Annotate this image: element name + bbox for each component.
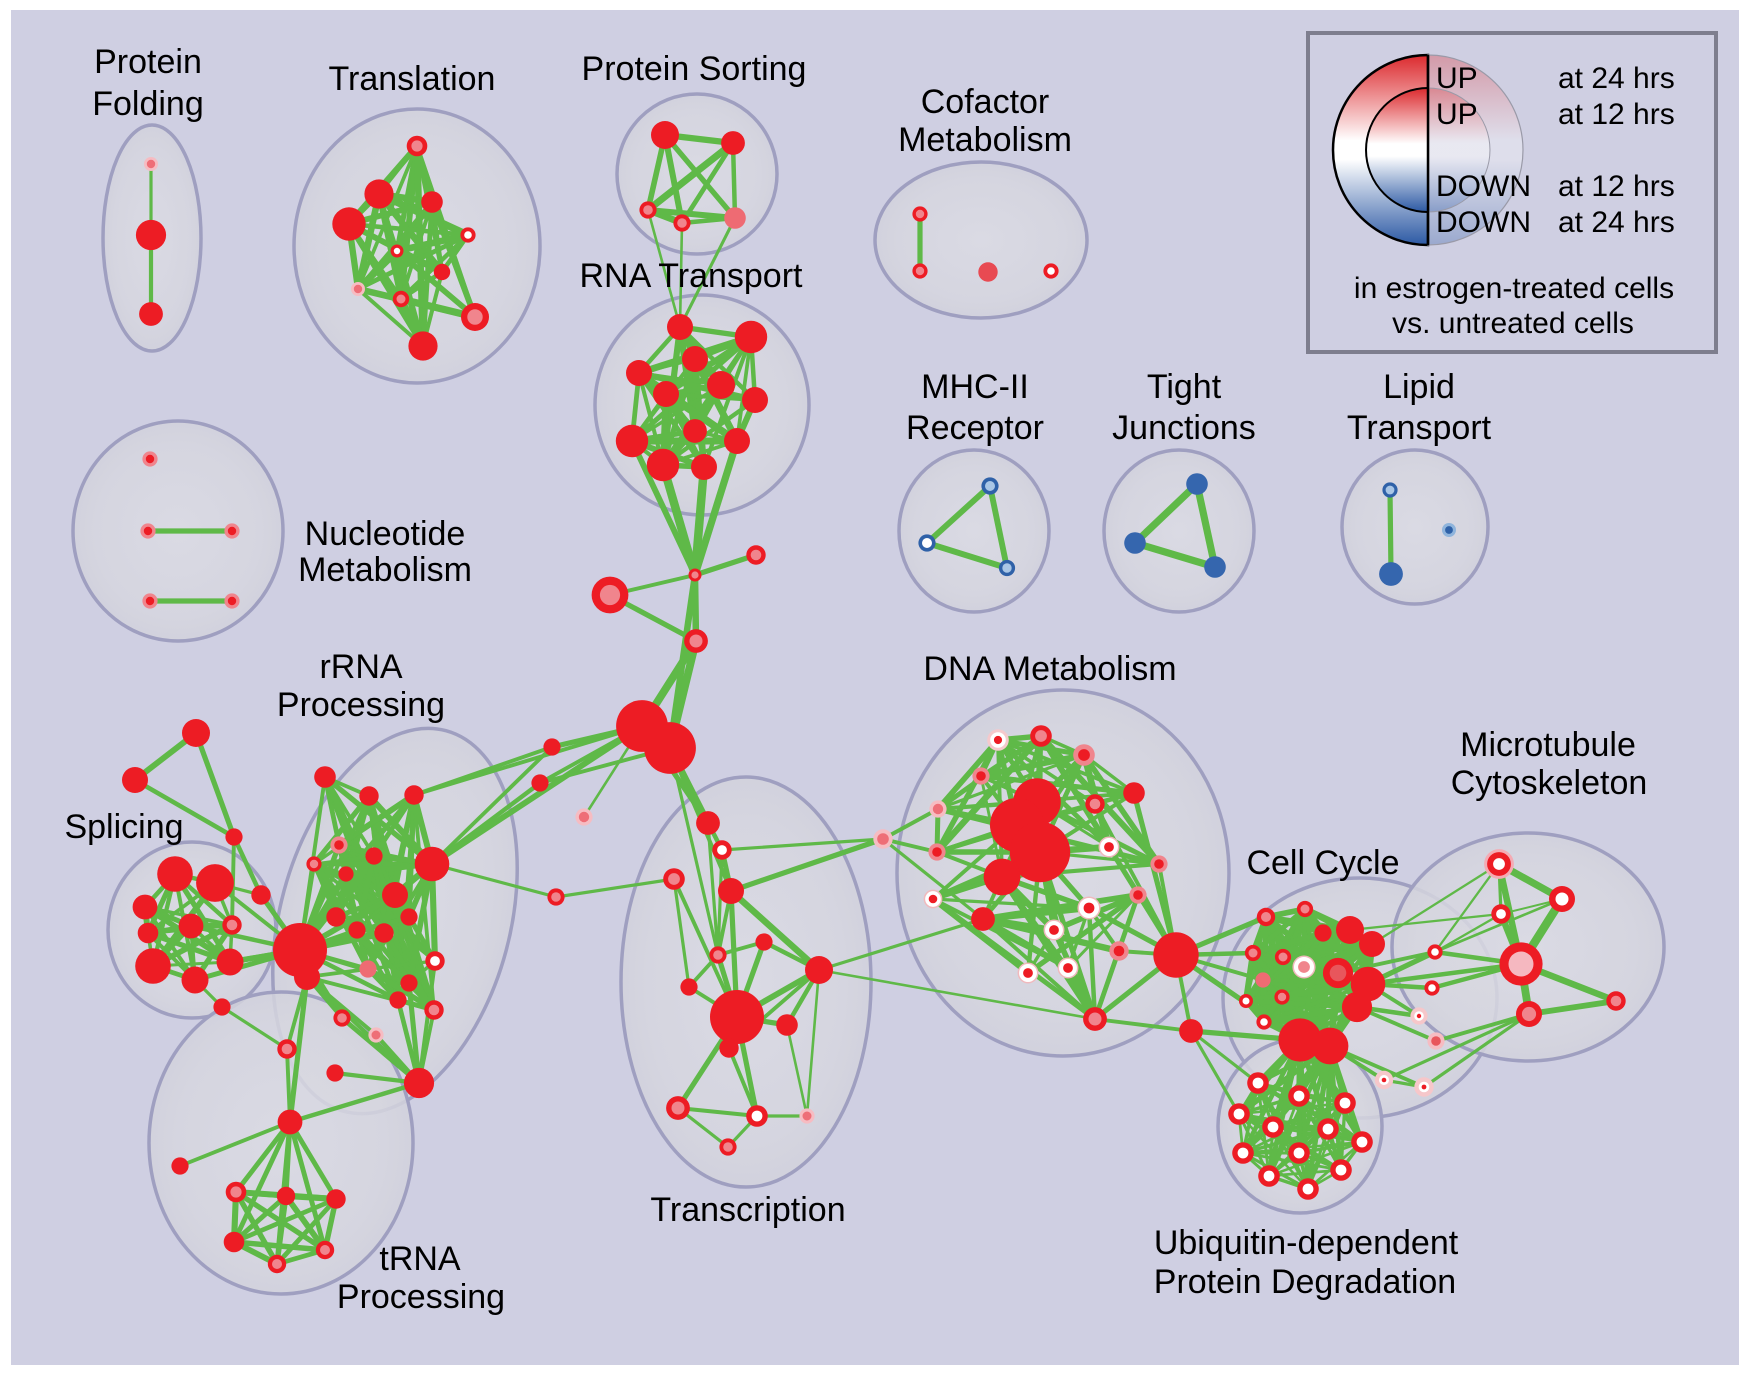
svg-text:Receptor: Receptor [906,409,1044,447]
svg-text:Lipid: Lipid [1383,368,1455,406]
svg-text:at 12 hrs: at 12 hrs [1558,170,1675,203]
svg-text:at 24 hrs: at 24 hrs [1558,206,1675,239]
svg-text:at 24 hrs: at 24 hrs [1558,62,1675,95]
svg-text:Folding: Folding [92,85,204,123]
svg-text:Ubiquitin-dependent: Ubiquitin-dependent [1154,1224,1459,1262]
svg-text:Microtubule: Microtubule [1460,726,1636,764]
svg-text:in estrogen-treated cells: in estrogen-treated cells [1354,272,1674,305]
svg-text:at 12 hrs: at 12 hrs [1558,98,1675,131]
svg-text:Junctions: Junctions [1112,409,1256,447]
svg-text:DNA Metabolism: DNA Metabolism [923,650,1176,688]
svg-text:MHC-II: MHC-II [921,368,1029,406]
svg-text:DOWN: DOWN [1436,206,1531,239]
svg-text:Processing: Processing [337,1278,505,1316]
svg-text:Metabolism: Metabolism [898,121,1072,159]
svg-text:RNA Transport: RNA Transport [580,257,804,295]
svg-text:Transport: Transport [1347,409,1492,447]
svg-text:Cofactor: Cofactor [921,83,1050,121]
svg-text:UP: UP [1436,98,1478,131]
svg-text:UP: UP [1436,62,1478,95]
svg-text:Nucleotide: Nucleotide [305,515,466,553]
svg-text:Cell Cycle: Cell Cycle [1246,844,1399,882]
svg-text:Tight: Tight [1147,368,1222,406]
svg-text:rRNA: rRNA [319,648,402,686]
svg-text:Metabolism: Metabolism [298,551,472,589]
svg-text:Transcription: Transcription [650,1191,845,1229]
svg-text:DOWN: DOWN [1436,170,1531,203]
svg-text:tRNA: tRNA [379,1240,461,1278]
svg-text:Translation: Translation [329,60,496,98]
svg-text:Splicing: Splicing [64,808,183,846]
svg-text:Protein Degradation: Protein Degradation [1154,1263,1456,1301]
svg-text:Protein: Protein [94,43,202,81]
svg-text:Cytoskeleton: Cytoskeleton [1451,764,1648,802]
svg-text:Processing: Processing [277,686,445,724]
svg-text:vs. untreated cells: vs. untreated cells [1392,307,1634,340]
svg-text:Protein Sorting: Protein Sorting [582,50,807,88]
